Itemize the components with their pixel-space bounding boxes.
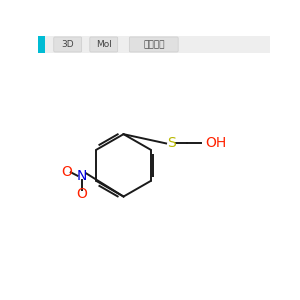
Text: S: S [167,136,176,150]
Text: O: O [61,165,72,179]
Text: Mol: Mol [96,40,112,49]
FancyBboxPatch shape [129,37,178,52]
Text: 相似结构: 相似结构 [143,40,164,49]
Text: 3D: 3D [61,40,74,49]
Bar [38,36,270,53]
Text: OH: OH [206,136,226,150]
FancyBboxPatch shape [90,37,118,52]
FancyBboxPatch shape [54,37,82,52]
Bar [38,36,45,53]
Text: N: N [76,169,87,183]
Text: O: O [76,187,87,201]
